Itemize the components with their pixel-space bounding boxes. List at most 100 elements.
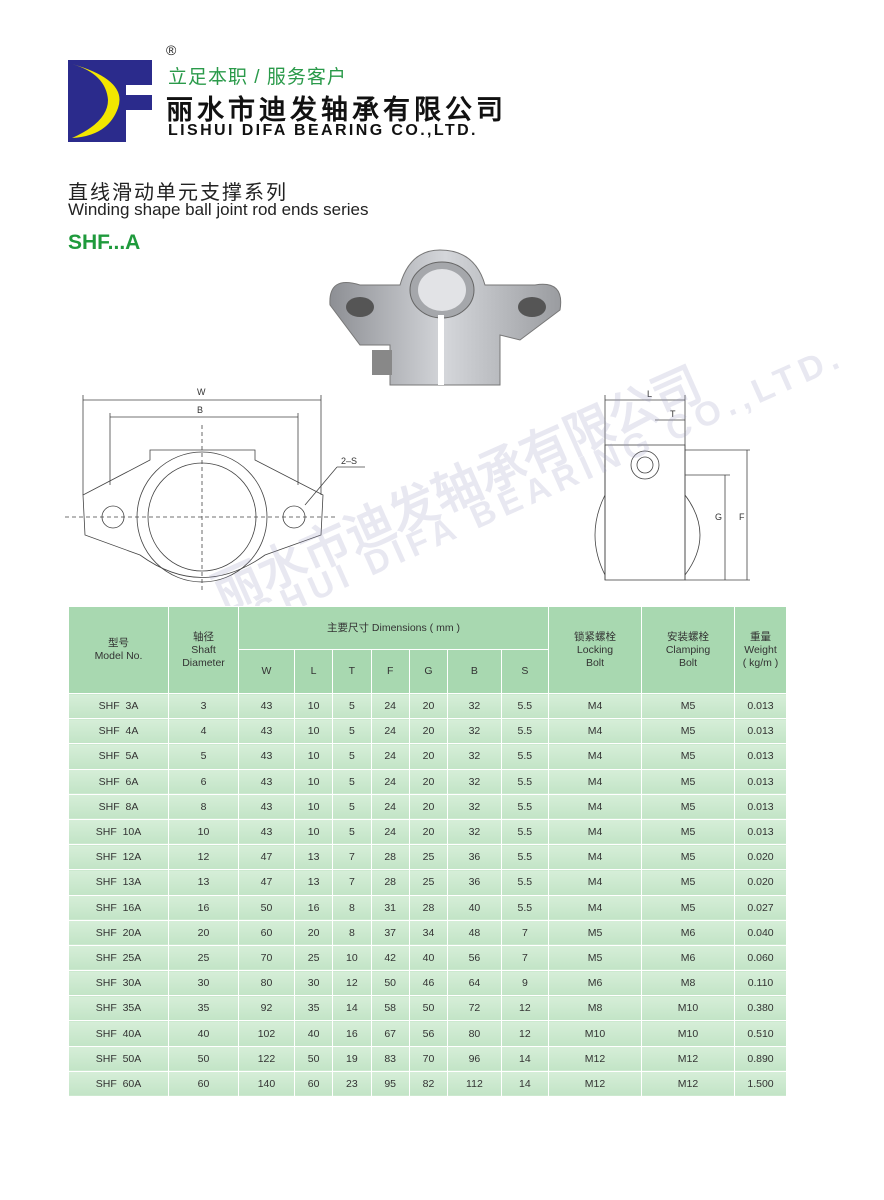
table-cell: M12: [641, 1070, 735, 1098]
table-cell: 20: [408, 818, 449, 846]
table-cell: 9: [500, 970, 550, 997]
table-cell: 12: [332, 970, 372, 997]
table-cell: 43: [238, 793, 295, 820]
table-cell: SHF 30A: [68, 970, 169, 997]
table-cell: 0.020: [734, 869, 787, 896]
label-b: B: [197, 405, 203, 415]
table-cell: 47: [238, 844, 295, 871]
table-cell: M4: [548, 869, 642, 896]
table-cell: 1.500: [734, 1070, 787, 1098]
table-cell: 20: [408, 692, 449, 720]
table-row: SHF 50A 50 122 50 19 83 70 96 14 M12 M12 0.890: [68, 1045, 787, 1072]
table-cell: 112: [447, 1070, 502, 1098]
table-row: SHF 8A 8 43 10 5 24 20 32 5.5 M4 M5 0.013: [68, 793, 787, 820]
table-cell: M12: [548, 1045, 642, 1072]
table-cell: 70: [238, 944, 295, 972]
table-row: SHF 25A 25 70 25 10 42 40 56 7 M5 M6 0.060: [68, 944, 787, 972]
table-cell: 24: [370, 818, 410, 846]
table-cell: 43: [238, 818, 295, 846]
table-cell: 7: [500, 919, 550, 946]
table-cell: 28: [370, 869, 410, 896]
table-cell: 140: [238, 1070, 295, 1098]
table-cell: M6: [641, 919, 735, 946]
table-cell: SHF 6A: [68, 768, 169, 795]
table-cell: 3: [168, 692, 239, 720]
table-cell: 5: [332, 718, 372, 745]
header-dim-g: G: [408, 649, 449, 694]
table-cell: M4: [548, 894, 642, 921]
table-cell: 43: [238, 692, 295, 720]
table-cell: 8: [168, 793, 239, 820]
table-cell: 0.510: [734, 1020, 787, 1047]
table-cell: 10: [168, 818, 239, 846]
table-cell: 47: [238, 869, 295, 896]
table-row: SHF 35A 35 92 35 14 58 50 72 12 M8 M10 0.380: [68, 995, 787, 1022]
registered-mark: ®: [166, 42, 177, 58]
table-cell: 25: [168, 944, 239, 972]
table-cell: SHF 16A: [68, 894, 169, 921]
table-cell: M5: [641, 768, 735, 795]
table-cell: 20: [408, 768, 449, 795]
table-cell: M5: [641, 718, 735, 745]
header-dim-t: T: [332, 649, 372, 694]
table-row: SHF 5A 5 43 10 5 24 20 32 5.5 M4 M5 0.013: [68, 743, 787, 770]
table-cell: 37: [370, 919, 410, 946]
table-row: SHF 3A 3 43 10 5 24 20 32 5.5 M4 M5 0.013: [68, 692, 787, 720]
table-cell: 96: [447, 1045, 502, 1072]
label-w: W: [197, 387, 206, 397]
table-cell: SHF 40A: [68, 1020, 169, 1047]
table-cell: 4: [168, 718, 239, 745]
table-cell: M6: [548, 970, 642, 997]
table-cell: 10: [332, 944, 372, 972]
table-cell: 25: [408, 844, 449, 871]
table-cell: 43: [238, 768, 295, 795]
table-cell: M4: [548, 818, 642, 846]
company-logo: [68, 60, 152, 142]
table-cell: 60: [238, 919, 295, 946]
table-cell: 50: [238, 894, 295, 921]
table-cell: 10: [293, 793, 334, 820]
table-cell: SHF 35A: [68, 995, 169, 1022]
header-dimensions: 主要尺寸 Dimensions ( mm ): [238, 606, 549, 650]
side-view-drawing: L T G F: [594, 389, 750, 581]
table-cell: 6: [168, 768, 239, 795]
table-cell: 30: [168, 970, 239, 997]
table-cell: 48: [447, 919, 502, 946]
table-cell: SHF 10A: [68, 818, 169, 846]
table-cell: 20: [408, 793, 449, 820]
header-dim-w: W: [238, 649, 295, 694]
table-cell: 24: [370, 793, 410, 820]
table-cell: M8: [548, 995, 642, 1022]
table-row: SHF 40A 40 102 40 16 67 56 80 12 M10 M10 0.510: [68, 1020, 787, 1047]
table-cell: 58: [370, 995, 410, 1022]
table-cell: 7: [332, 869, 372, 896]
table-cell: M10: [641, 1020, 735, 1047]
table-cell: 28: [370, 844, 410, 871]
table-cell: 12: [500, 995, 550, 1022]
table-cell: 13: [293, 844, 334, 871]
table-cell: 5.5: [500, 818, 550, 846]
header-model: 型号 Model No.: [68, 606, 169, 694]
table-cell: SHF 20A: [68, 919, 169, 946]
header-dim-b: B: [447, 649, 502, 694]
table-cell: 0.040: [734, 919, 787, 946]
table-cell: 83: [370, 1045, 410, 1072]
table-cell: 0.020: [734, 844, 787, 871]
table-cell: 60: [168, 1070, 239, 1098]
table-cell: 0.060: [734, 944, 787, 972]
table-cell: M5: [641, 692, 735, 720]
table-cell: 32: [447, 818, 502, 846]
slogan: 立足本职 / 服务客户: [168, 67, 347, 88]
table-row: SHF 4A 4 43 10 5 24 20 32 5.5 M4 M5 0.013: [68, 718, 787, 745]
table-cell: 42: [370, 944, 410, 972]
table-cell: 31: [370, 894, 410, 921]
table-cell: 20: [408, 743, 449, 770]
table-cell: M8: [641, 970, 735, 997]
table-cell: 32: [447, 692, 502, 720]
table-cell: SHF 12A: [68, 844, 169, 871]
table-row: SHF 60A 60 140 60 23 95 82 112 14 M12 M12 1.500: [68, 1070, 787, 1098]
table-cell: 40: [408, 944, 449, 972]
table-cell: 19: [332, 1045, 372, 1072]
table-cell: 14: [500, 1045, 550, 1072]
table-cell: 24: [370, 768, 410, 795]
